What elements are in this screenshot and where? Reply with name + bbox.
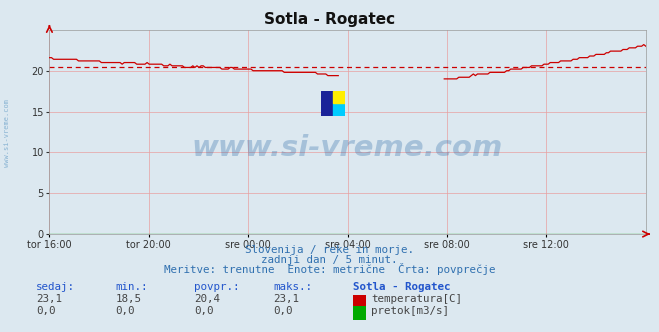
Text: www.si-vreme.com: www.si-vreme.com — [3, 99, 10, 167]
Text: 20,4: 20,4 — [194, 294, 220, 304]
Text: pretok[m3/s]: pretok[m3/s] — [371, 306, 449, 316]
Text: 0,0: 0,0 — [194, 306, 214, 316]
Text: Slovenija / reke in morje.: Slovenija / reke in morje. — [245, 245, 414, 255]
Bar — [333, 103, 345, 116]
Text: zadnji dan / 5 minut.: zadnji dan / 5 minut. — [261, 255, 398, 265]
Text: 0,0: 0,0 — [36, 306, 56, 316]
Text: 23,1: 23,1 — [273, 294, 299, 304]
Text: maks.:: maks.: — [273, 282, 312, 291]
Text: 0,0: 0,0 — [273, 306, 293, 316]
Bar — [333, 91, 345, 103]
Text: sedaj:: sedaj: — [36, 282, 75, 291]
Text: povpr.:: povpr.: — [194, 282, 240, 291]
Text: Sotla - Rogatec: Sotla - Rogatec — [264, 12, 395, 27]
Text: Sotla - Rogatec: Sotla - Rogatec — [353, 282, 450, 291]
Text: www.si-vreme.com: www.si-vreme.com — [192, 134, 503, 162]
Text: temperatura[C]: temperatura[C] — [371, 294, 462, 304]
Text: Meritve: trenutne  Enote: metrične  Črta: povprečje: Meritve: trenutne Enote: metrične Črta: … — [163, 263, 496, 275]
Text: 0,0: 0,0 — [115, 306, 135, 316]
Text: 18,5: 18,5 — [115, 294, 141, 304]
Text: 23,1: 23,1 — [36, 294, 62, 304]
Bar — [321, 91, 333, 116]
Text: min.:: min.: — [115, 282, 148, 291]
